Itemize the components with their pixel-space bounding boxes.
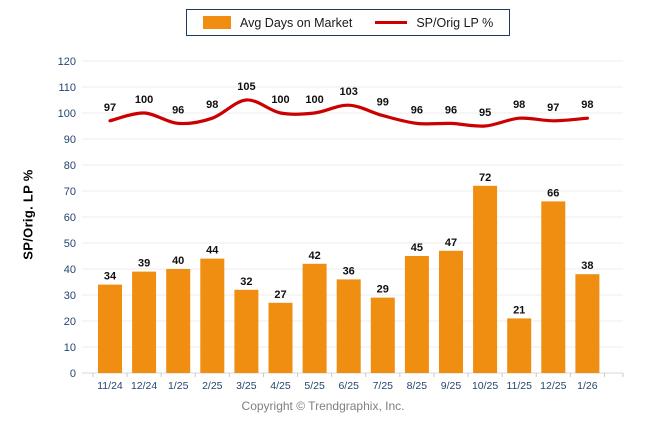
line-value-label: 100 [271,94,289,106]
y-tick-label: 50 [64,238,76,250]
line-value-label: 97 [547,102,559,114]
y-tick-label: 40 [64,264,76,276]
copyright-text: Copyright © Trendgraphix, Inc. [241,399,405,413]
x-tick-label: 2/25 [202,380,223,392]
line-series-path [108,98,589,128]
bar [98,284,122,373]
line-value-label: 98 [581,99,593,111]
bar [234,289,259,373]
bar-value-label: 45 [411,242,423,254]
x-tick-label: 11/24 [97,380,123,392]
bar-value-label: 32 [240,276,252,288]
line-value-label: 100 [305,94,323,106]
y-tick-label: 10 [64,342,76,354]
bar-value-label: 38 [581,260,593,272]
line-value-label: 98 [513,99,525,111]
bar [166,269,191,373]
y-tick-label: 80 [64,160,76,172]
bar-value-label: 47 [445,237,457,249]
y-tick-label: 90 [64,134,76,146]
line-value-label: 103 [340,86,358,98]
bar [439,250,463,373]
bar [404,256,429,373]
bar-value-label: 34 [104,271,117,283]
bar [268,302,293,373]
x-tick-label: 11/25 [506,380,532,392]
chart-legend: Avg Days on Market SP/Orig LP % [186,9,511,36]
x-tick-label: 12/25 [540,380,566,392]
bar [473,185,498,373]
bar [302,263,327,373]
y-tick-label: 100 [58,108,76,120]
x-tick-label: 5/25 [304,380,325,392]
x-tick-label: 9/25 [441,380,462,392]
bar [507,318,532,373]
bar-value-label: 40 [172,255,184,267]
y-tick-label: 30 [64,290,76,302]
x-tick-label: 7/25 [373,380,394,392]
bar-value-label: 27 [274,289,286,301]
y-tick-label: 70 [64,186,76,198]
bar-value-label: 36 [343,265,355,277]
line-value-label: 100 [135,94,153,106]
x-tick-label: 8/25 [407,380,428,392]
bar [575,274,600,373]
line-value-label: 98 [206,99,218,111]
x-tick-label: 1/26 [577,380,598,392]
bar-value-label: 21 [513,304,525,316]
bar-value-label: 39 [138,258,150,270]
y-tick-label: 20 [64,316,76,328]
bar-series-swatch [203,16,231,29]
x-tick-label: 4/25 [270,380,291,392]
bar-value-label: 66 [547,187,559,199]
x-tick-label: 3/25 [236,380,257,392]
bar [200,258,225,373]
line-value-label: 105 [237,81,255,93]
bar-value-label: 72 [479,172,491,184]
bar-value-label: 42 [308,250,320,262]
line-value-label: 95 [479,107,491,119]
line-value-label: 96 [172,104,184,116]
x-tick-label: 1/25 [168,380,189,392]
line-value-label: 96 [411,104,423,116]
y-tick-label: 120 [58,56,76,68]
x-tick-label: 6/25 [338,380,359,392]
line-value-label: 96 [445,104,457,116]
bar-series-label: Avg Days on Market [240,15,353,30]
line-value-label: 99 [377,97,389,109]
bar [541,201,566,373]
bar [336,279,361,373]
bar-value-label: 44 [206,245,219,257]
y-tick-label: 110 [58,82,76,94]
line-series-label: SP/Orig LP % [416,15,494,30]
y-tick-label: 60 [64,212,76,224]
line-value-label: 97 [104,102,116,114]
y-tick-label: 0 [70,368,76,380]
bar [370,297,395,373]
bar-value-label: 29 [377,284,389,296]
line-series-swatch [375,21,408,24]
bar [132,271,157,373]
x-tick-label: 12/24 [131,380,157,392]
x-tick-label: 10/25 [472,380,498,392]
